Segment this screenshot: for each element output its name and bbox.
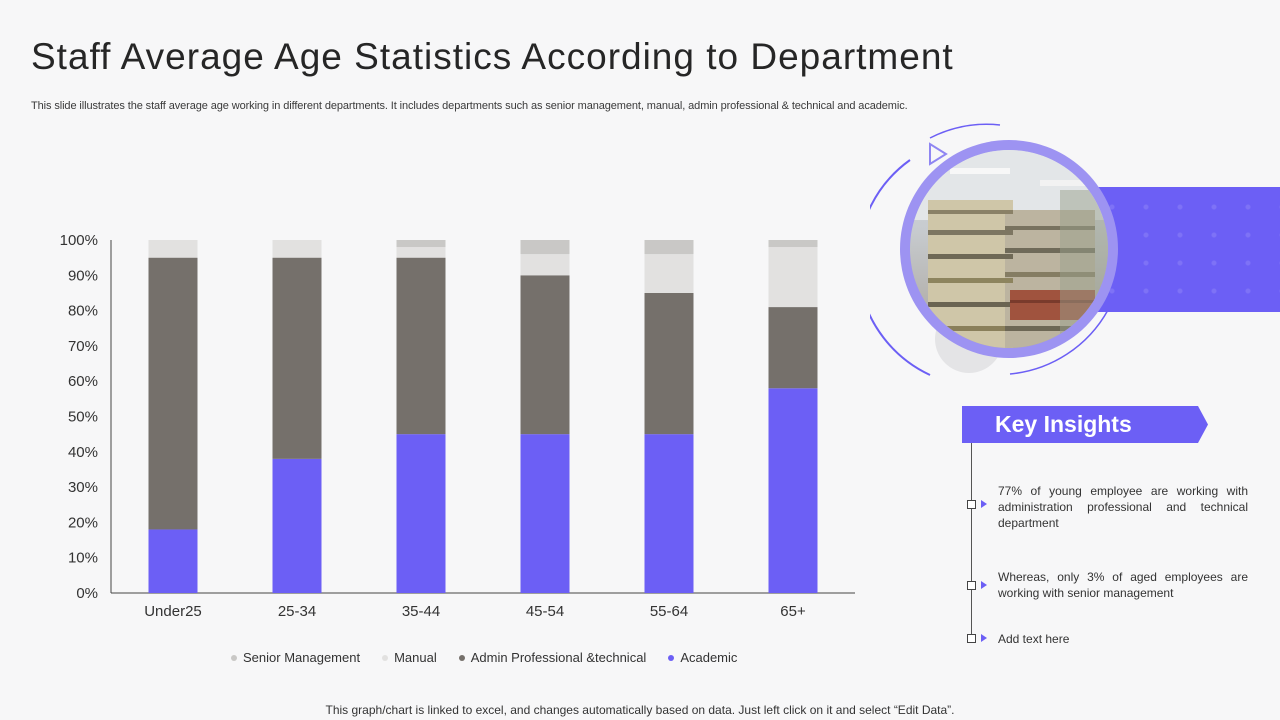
legend-item: Manual bbox=[382, 650, 437, 665]
triangle-right-icon bbox=[981, 581, 987, 589]
decorative-arc bbox=[870, 123, 1109, 376]
triangle-right-icon bbox=[981, 634, 987, 642]
key-insights-header bbox=[962, 406, 1208, 443]
bar-segment bbox=[396, 240, 446, 248]
bar-segment bbox=[396, 434, 446, 593]
x-tick-label: 55-64 bbox=[650, 603, 688, 620]
legend-swatch bbox=[668, 654, 675, 661]
bar-segment bbox=[768, 307, 818, 389]
x-tick-label: 35-44 bbox=[402, 603, 440, 620]
legend-item: Academic bbox=[668, 650, 737, 665]
stacked-bar-chart: 0% 10% 20% 30% 40% 50% 60% 70% 80% 90% 100% Under25… bbox=[60, 232, 855, 620]
y-tick-label: 80% bbox=[68, 303, 98, 320]
bar-segment bbox=[520, 254, 570, 276]
bar-segment bbox=[148, 257, 198, 530]
legend-swatch bbox=[382, 654, 389, 661]
y-tick-label: 40% bbox=[68, 444, 98, 461]
legend-label: Admin Professional &technical bbox=[470, 650, 647, 665]
bar-segment bbox=[396, 247, 446, 258]
y-tick-label: 30% bbox=[68, 479, 98, 496]
insight-text: Whereas, only 3% of aged employees are w… bbox=[998, 570, 1248, 600]
x-tick-label: Under25 bbox=[144, 603, 202, 620]
bar-segment bbox=[520, 434, 570, 593]
page-title: Staff Average Age Statistics According t… bbox=[31, 36, 954, 77]
timeline-node bbox=[967, 634, 976, 643]
insight-text: 77% of young employee are working with a… bbox=[998, 484, 1248, 530]
y-tick-label: 0% bbox=[76, 585, 98, 602]
bar-segment bbox=[272, 458, 322, 593]
bar-segment bbox=[520, 275, 570, 435]
bar-segment bbox=[396, 257, 446, 435]
bar-segment bbox=[520, 240, 570, 255]
insight-text: Add text here bbox=[998, 632, 1070, 646]
legend-label: Senior Management bbox=[243, 650, 361, 665]
bar-segment bbox=[768, 247, 818, 308]
legend-label: Academic bbox=[680, 650, 738, 665]
x-tick-label: 65+ bbox=[780, 603, 806, 620]
triangle-right-icon bbox=[981, 500, 987, 508]
y-tick-label: 70% bbox=[68, 338, 98, 355]
y-tick-label: 10% bbox=[68, 550, 98, 567]
bar-segment bbox=[148, 529, 198, 593]
bar-segment bbox=[644, 434, 694, 593]
stacked-files-photo-icon bbox=[910, 150, 1108, 348]
timeline-line bbox=[971, 443, 972, 643]
bar-segment bbox=[644, 292, 694, 435]
timeline-node bbox=[967, 581, 976, 590]
y-tick-label: 90% bbox=[68, 267, 98, 284]
bar-segment bbox=[768, 240, 818, 248]
legend-item: Senior Management bbox=[231, 650, 360, 665]
legend-swatch bbox=[231, 654, 237, 661]
y-tick-label: 20% bbox=[68, 514, 98, 531]
page-subtitle: This slide illustrates the staff average… bbox=[31, 100, 908, 112]
y-tick-label: 60% bbox=[68, 373, 98, 390]
y-tick-label: 100% bbox=[60, 232, 98, 249]
x-tick-label: 45-54 bbox=[526, 603, 564, 620]
bar-segment bbox=[148, 240, 198, 258]
key-insights-title: Key Insights bbox=[995, 411, 1132, 437]
x-tick-label: 25-34 bbox=[278, 603, 316, 620]
bar-segment bbox=[272, 240, 322, 258]
footer-note: This graph/chart is linked to excel, and… bbox=[325, 703, 955, 717]
bar-segment bbox=[644, 240, 694, 255]
bar-segment bbox=[272, 257, 322, 459]
y-tick-label: 50% bbox=[68, 409, 98, 426]
legend-swatch bbox=[458, 654, 465, 661]
bar-segment bbox=[768, 388, 818, 593]
chart-legend: Senior Management Manual Admin Professiona… bbox=[231, 650, 759, 665]
legend-item: Admin Professional &technical bbox=[458, 650, 647, 665]
timeline-node bbox=[967, 500, 976, 509]
legend-label: Manual bbox=[394, 650, 437, 665]
bar-segment bbox=[644, 254, 694, 293]
